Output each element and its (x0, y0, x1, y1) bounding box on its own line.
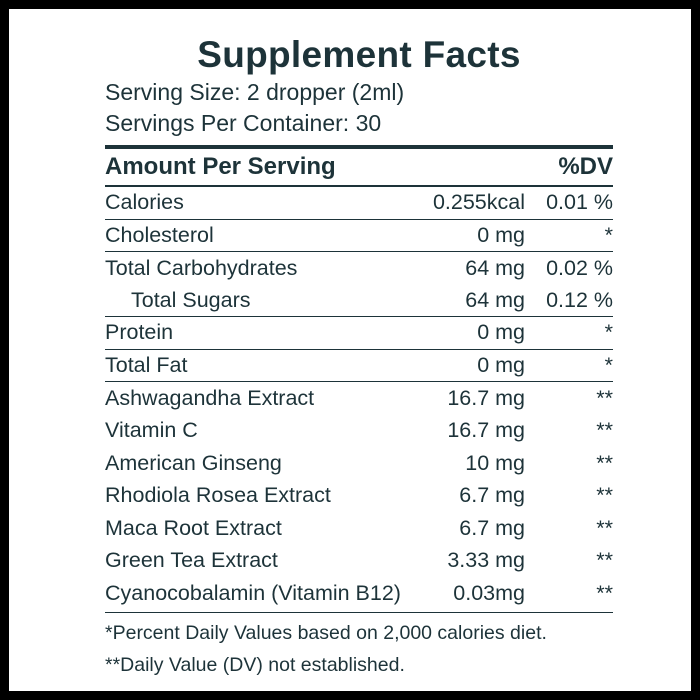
nutrient-row-total-carbohydrates: Total Carbohydrates 64 mg 0.02 % (105, 252, 613, 285)
ingredient-row-maca-root: Maca Root Extract 6.7 mg ** (105, 512, 613, 545)
bottom-divider (105, 611, 613, 613)
nutrient-dv: 0.12 % (546, 287, 613, 312)
panel-title: Supplement Facts (197, 34, 521, 75)
ingredient-row-ashwagandha: Ashwagandha Extract 16.7 mg ** (105, 382, 613, 415)
amount-per-serving-label: Amount Per Serving (105, 153, 336, 180)
nutrient-row-total-fat: Total Fat 0 mg * (105, 350, 613, 382)
ingredient-name: Green Tea Extract (105, 548, 278, 573)
nutrient-name: Calories (105, 190, 184, 215)
ingredient-row-rhodiola: Rhodiola Rosea Extract 6.7 mg ** (105, 480, 613, 513)
nutrient-amount: 0 mg (477, 352, 525, 377)
footnote-dv-basis: *Percent Daily Values based on 2,000 cal… (105, 622, 547, 644)
nutrient-name: Protein (105, 320, 174, 345)
ingredient-dv: ** (596, 418, 613, 443)
ingredient-amount: 6.7 mg (459, 515, 525, 540)
ingredient-dv: ** (596, 483, 613, 508)
ingredient-row-green-tea: Green Tea Extract 3.33 mg ** (105, 545, 613, 578)
column-header: Amount Per Serving %DV (105, 149, 613, 185)
header-divider (105, 185, 613, 187)
servings-per-container: Servings Per Container: 30 (105, 110, 382, 136)
ingredient-dv: ** (596, 548, 613, 573)
nutrient-dv: 0.01 % (546, 190, 613, 215)
ingredient-name: Maca Root Extract (105, 515, 282, 540)
thick-divider (105, 145, 613, 149)
nutrient-name: Total Fat (105, 352, 188, 377)
ingredient-row-vitamin-b12: Cyanocobalamin (Vitamin B12) 0.03mg ** (105, 577, 613, 610)
ingredient-name: Cyanocobalamin (Vitamin B12) (105, 580, 401, 605)
ingredient-amount: 6.7 mg (459, 483, 525, 508)
nutrient-amount: 0 mg (477, 222, 525, 247)
ingredient-dv: ** (596, 385, 613, 410)
ingredient-name: Ashwagandha Extract (105, 385, 315, 410)
nutrient-dv: * (604, 352, 613, 377)
nutrient-row-cholesterol: Cholesterol 0 mg * (105, 220, 613, 252)
nutrient-row-total-sugars: Total Sugars 64 mg 0.12 % (105, 285, 613, 317)
nutrient-dv: * (604, 320, 613, 345)
ingredient-amount: 0.03mg (453, 580, 525, 605)
nutrient-amount: 0 mg (477, 320, 525, 345)
ingredient-amount: 16.7 mg (447, 385, 525, 410)
nutrient-amount: 64 mg (465, 287, 525, 312)
ingredient-name: Rhodiola Rosea Extract (105, 483, 331, 508)
footnote-dv-not-established: **Daily Value (DV) not established. (105, 654, 405, 676)
footnotes: *Percent Daily Values based on 2,000 cal… (105, 617, 613, 681)
ingredient-name: American Ginseng (105, 450, 282, 475)
nutrient-amount: 64 mg (465, 255, 525, 280)
ingredient-amount: 3.33 mg (447, 548, 525, 573)
nutrient-name: Total Sugars (131, 287, 251, 312)
ingredient-row-vitamin-c: Vitamin C 16.7 mg ** (105, 415, 613, 448)
ingredient-dv: ** (596, 450, 613, 475)
nutrient-dv: * (604, 222, 613, 247)
nutrient-dv: 0.02 % (546, 255, 613, 280)
nutrient-row-calories: Calories 0.255kcal 0.01 % (105, 187, 613, 220)
dv-label: %DV (558, 153, 613, 180)
serving-size: Serving Size: 2 dropper (2ml) (105, 79, 405, 105)
ingredient-name: Vitamin C (105, 418, 198, 443)
ingredient-amount: 16.7 mg (447, 418, 525, 443)
ingredient-dv: ** (596, 515, 613, 540)
ingredient-dv: ** (596, 580, 613, 605)
nutrient-row-protein: Protein 0 mg * (105, 317, 613, 350)
supplement-facts-panel: Supplement Facts Serving Size: 2 dropper… (105, 33, 613, 681)
nutrient-amount: 0.255kcal (432, 190, 525, 215)
nutrient-name: Cholesterol (105, 222, 214, 247)
ingredient-amount: 10 mg (465, 450, 525, 475)
nutrient-name: Total Carbohydrates (105, 255, 298, 280)
ingredient-row-american-ginseng: American Ginseng 10 mg ** (105, 447, 613, 480)
